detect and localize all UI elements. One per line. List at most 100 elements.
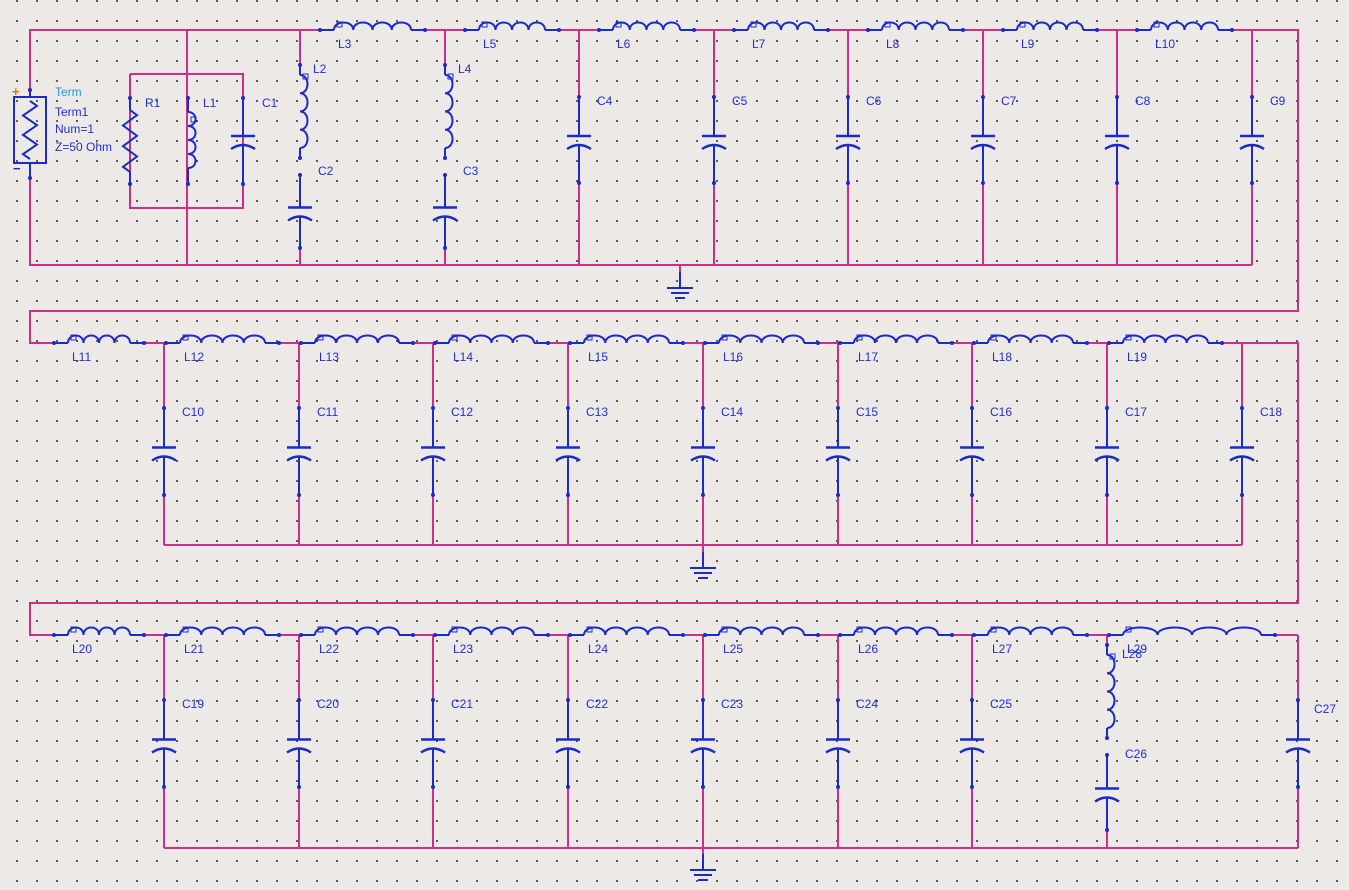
label-c25: C25 bbox=[990, 697, 1012, 711]
inductor-l20 bbox=[52, 626, 146, 637]
ground-symbol bbox=[667, 272, 693, 299]
pin-dot bbox=[712, 181, 716, 185]
pin-dot bbox=[846, 95, 850, 99]
capacitor-c26 bbox=[1094, 753, 1120, 832]
pin-dot bbox=[838, 633, 842, 637]
pin-dot bbox=[277, 341, 281, 345]
inductor-marker bbox=[1019, 21, 1026, 28]
pin-dot bbox=[423, 28, 427, 32]
pin-dot bbox=[1135, 28, 1139, 32]
pin-dot bbox=[431, 493, 435, 497]
label-l8: L8 bbox=[886, 37, 900, 51]
pin-dot bbox=[701, 785, 705, 789]
label-l4: L4 bbox=[458, 62, 472, 76]
inductor-l7 bbox=[732, 21, 830, 32]
resistor-zigzag bbox=[121, 109, 139, 173]
inductor-marker bbox=[447, 73, 454, 80]
capacitor-c23 bbox=[690, 698, 716, 789]
inductor-l14 bbox=[433, 334, 550, 345]
pin-dot bbox=[597, 28, 601, 32]
label-l5: L5 bbox=[483, 37, 497, 51]
pin-dot bbox=[970, 406, 974, 410]
capacitor-c12 bbox=[420, 406, 446, 497]
inductor-marker bbox=[721, 626, 728, 633]
capacitor-c18 bbox=[1229, 406, 1255, 497]
capacitor-c5 bbox=[701, 95, 727, 185]
label-l3: L3 bbox=[338, 37, 352, 51]
pin-dot bbox=[836, 698, 840, 702]
label-c9: C9 bbox=[1270, 94, 1286, 108]
pin-dot bbox=[836, 406, 840, 410]
capacitor-c22 bbox=[555, 698, 581, 789]
label-l7: L7 bbox=[752, 37, 766, 51]
inductor-coil bbox=[583, 626, 670, 636]
inductor-l16 bbox=[703, 334, 820, 345]
label-c5: C5 bbox=[732, 94, 748, 108]
label-l11: L11 bbox=[72, 350, 91, 364]
inductor-marker bbox=[1125, 334, 1132, 341]
pin-dot bbox=[577, 181, 581, 185]
pin-dot bbox=[299, 341, 303, 345]
pin-dot bbox=[681, 633, 685, 637]
pin-dot bbox=[299, 633, 303, 637]
label-c1: C1 bbox=[262, 96, 278, 110]
inductor-marker bbox=[1153, 21, 1160, 28]
inductor-coil bbox=[314, 626, 400, 636]
label-r1: R1 bbox=[145, 96, 161, 110]
label-c18: C18 bbox=[1260, 405, 1282, 419]
inductor-l13 bbox=[299, 334, 415, 345]
label-l14: L14 bbox=[453, 350, 473, 364]
inductor-marker bbox=[750, 21, 757, 28]
inductor-l17 bbox=[838, 334, 954, 345]
pin-dot bbox=[443, 246, 447, 250]
label-l19: L19 bbox=[1127, 350, 1147, 364]
pin-dot bbox=[164, 633, 168, 637]
label-l13: L13 bbox=[319, 350, 339, 364]
inductor-marker bbox=[317, 334, 324, 341]
pin-dot bbox=[692, 28, 696, 32]
label-c12: C12 bbox=[451, 405, 473, 419]
pin-dot bbox=[1105, 828, 1109, 832]
label-c24: C24 bbox=[856, 697, 878, 711]
inductor-l6 bbox=[597, 21, 696, 32]
pin-dot bbox=[566, 493, 570, 497]
pin-dot bbox=[546, 633, 550, 637]
pin-dot bbox=[1105, 753, 1109, 757]
term-impedance-label: Z=50 Ohm bbox=[55, 140, 112, 154]
pin-dot bbox=[712, 95, 716, 99]
term-plus-sign: + bbox=[12, 84, 20, 99]
pin-dot bbox=[566, 785, 570, 789]
inductor-marker bbox=[1125, 626, 1132, 633]
label-l24: L24 bbox=[588, 642, 608, 656]
inductor-marker bbox=[182, 334, 189, 341]
capacitor-c20 bbox=[286, 698, 312, 789]
inductor-l18 bbox=[972, 334, 1089, 345]
pin-dot bbox=[52, 633, 56, 637]
pin-dot bbox=[1085, 633, 1089, 637]
pin-dot bbox=[546, 341, 550, 345]
inductor-coil bbox=[987, 334, 1074, 344]
pin-dot bbox=[28, 176, 32, 180]
capacitor-c6 bbox=[835, 95, 861, 185]
row2-to-row3-wire bbox=[29, 342, 1299, 636]
pin-dot bbox=[162, 493, 166, 497]
pin-dot bbox=[431, 406, 435, 410]
inductor-coil bbox=[1122, 626, 1262, 636]
capacitor-c27 bbox=[1285, 698, 1311, 789]
pin-dot bbox=[981, 95, 985, 99]
inductor-coil bbox=[583, 334, 670, 344]
pin-dot bbox=[162, 785, 166, 789]
inductor-coil bbox=[881, 21, 950, 31]
capacitor-c17 bbox=[1094, 406, 1120, 497]
pin-dot bbox=[142, 633, 146, 637]
inductor-l19 bbox=[1107, 334, 1224, 345]
pin-dot bbox=[443, 173, 447, 177]
pin-dot bbox=[703, 633, 707, 637]
label-l20: L20 bbox=[72, 642, 92, 656]
label-c11: C11 bbox=[317, 405, 338, 419]
inductor-marker bbox=[70, 626, 77, 633]
pin-dot bbox=[1115, 181, 1119, 185]
pin-dot bbox=[297, 698, 301, 702]
pin-dot bbox=[1105, 406, 1109, 410]
pin-dot bbox=[836, 493, 840, 497]
